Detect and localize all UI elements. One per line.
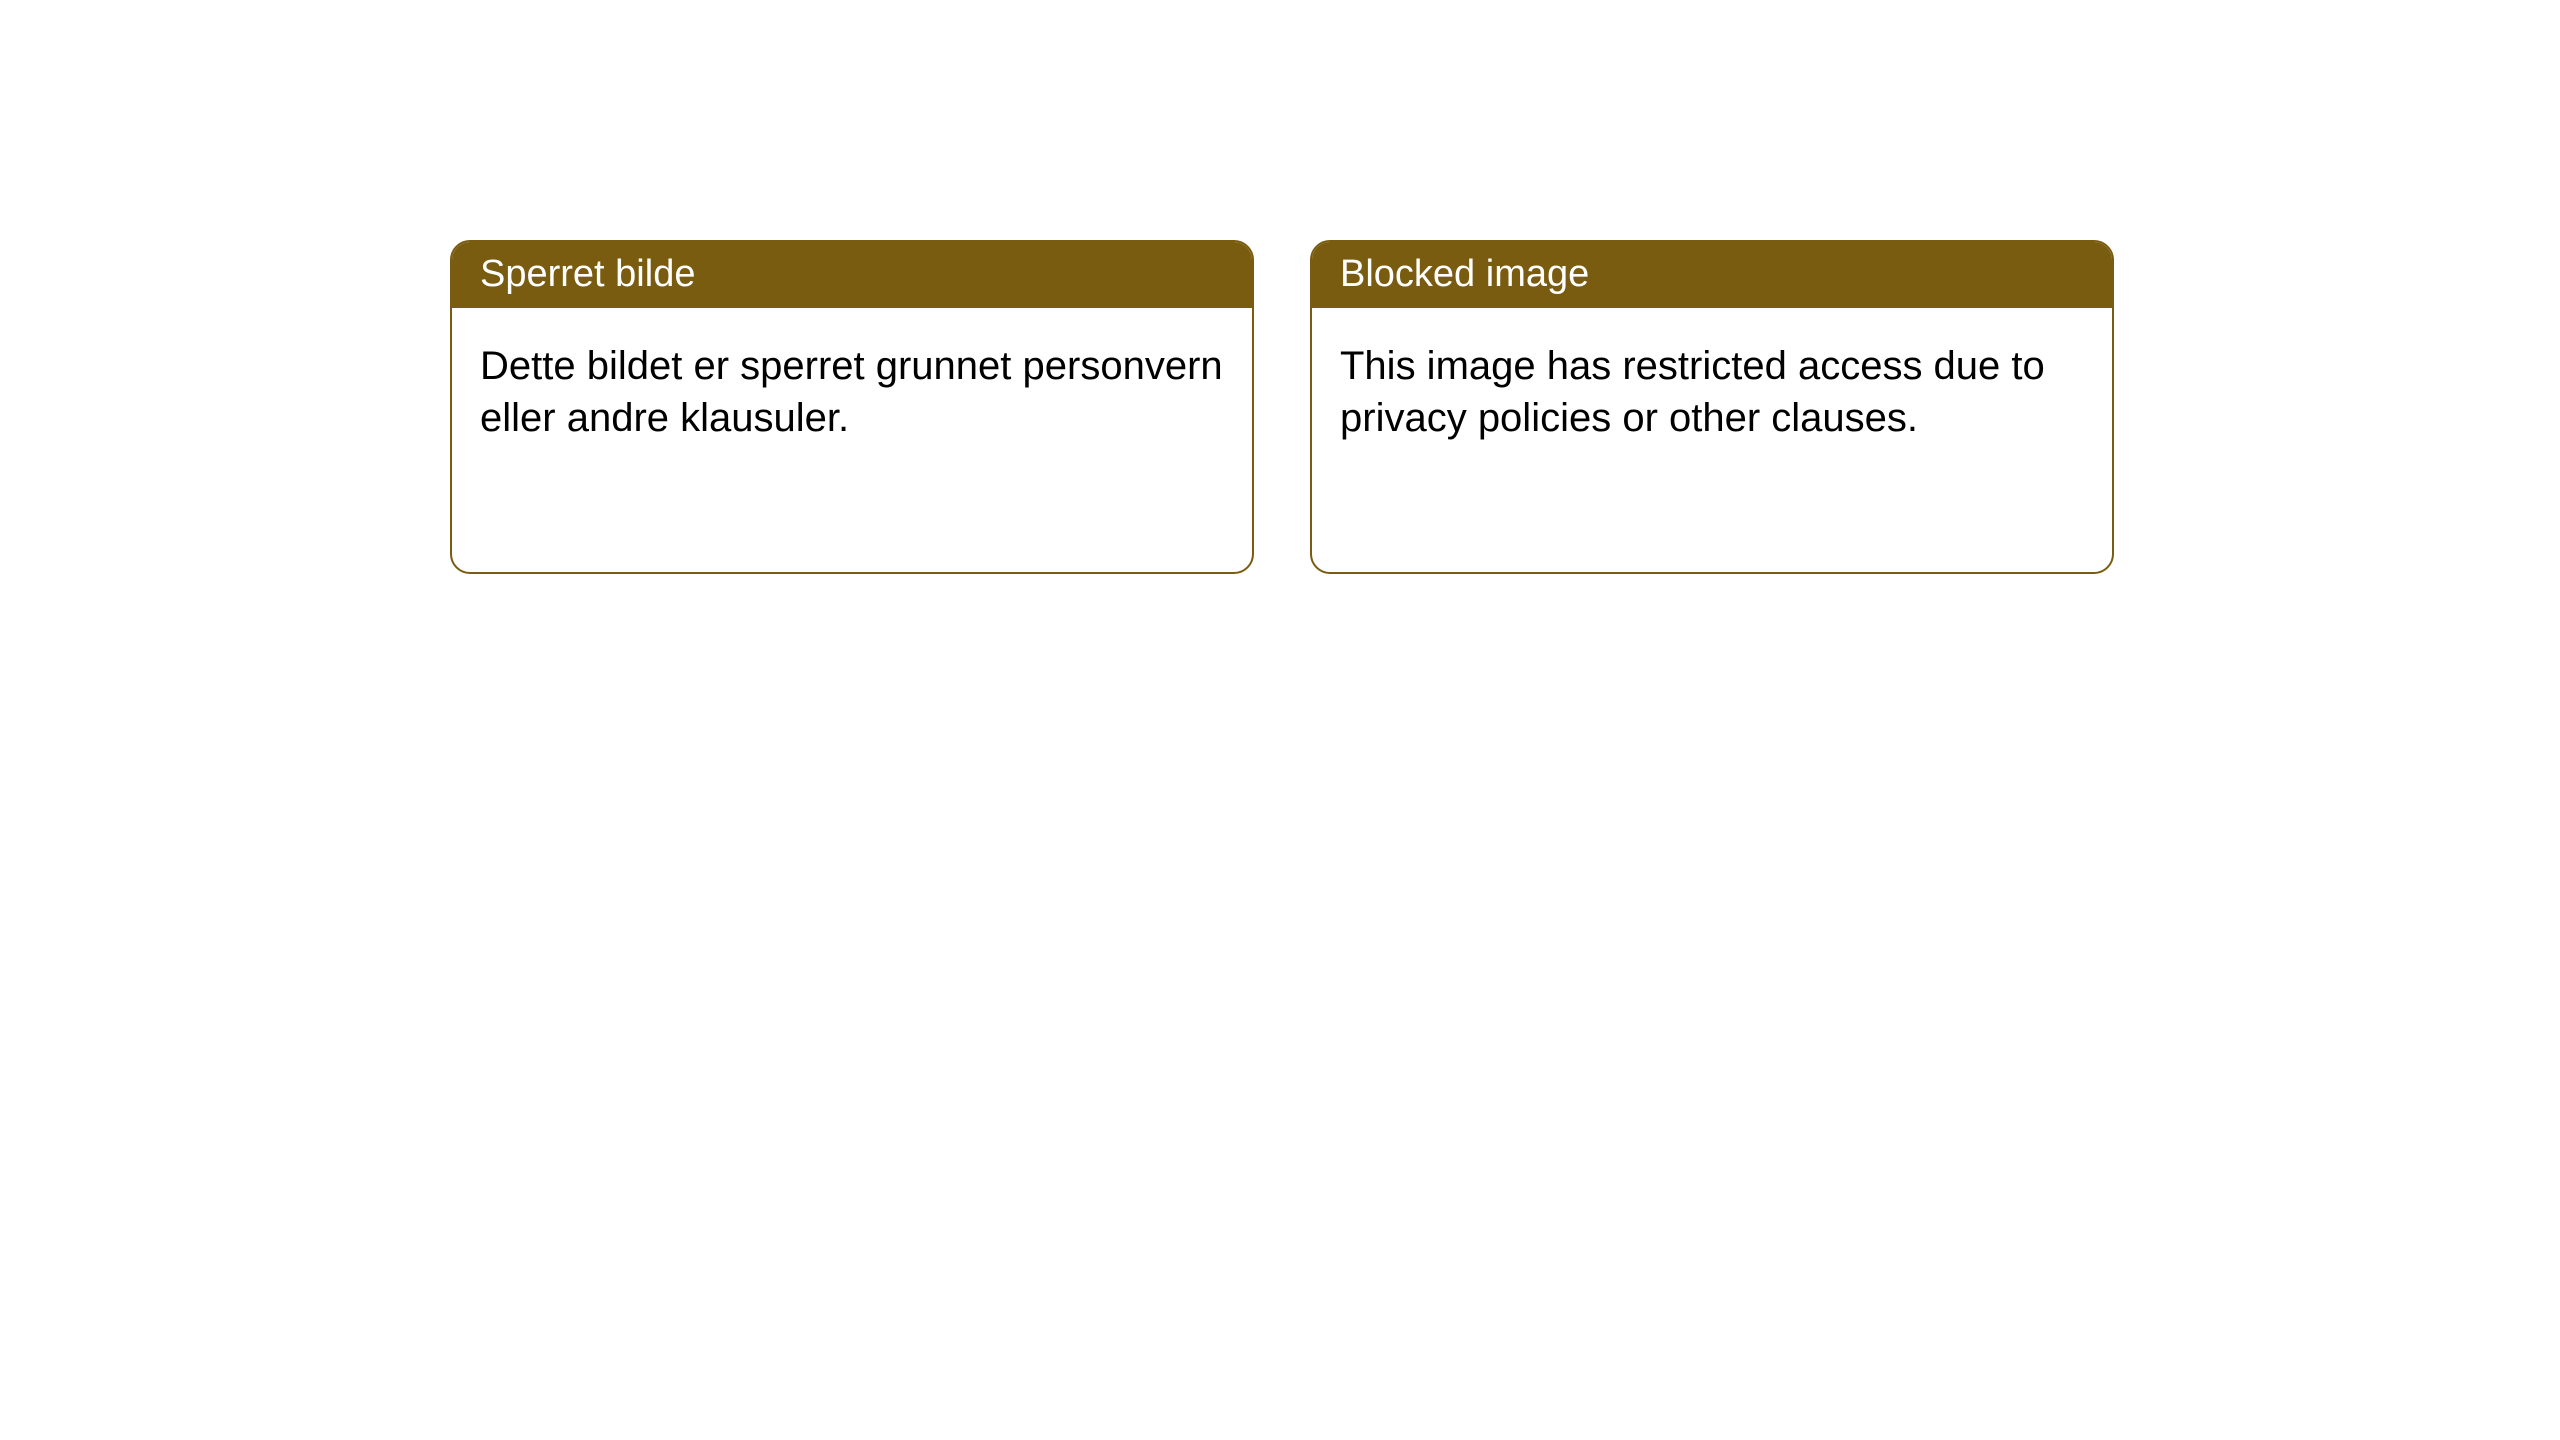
notice-header: Blocked image bbox=[1312, 242, 2112, 308]
notice-body: This image has restricted access due to … bbox=[1312, 308, 2112, 476]
notice-box-norwegian: Sperret bilde Dette bildet er sperret gr… bbox=[450, 240, 1254, 574]
notice-box-english: Blocked image This image has restricted … bbox=[1310, 240, 2114, 574]
notice-body: Dette bildet er sperret grunnet personve… bbox=[452, 308, 1252, 476]
notice-header: Sperret bilde bbox=[452, 242, 1252, 308]
notice-container: Sperret bilde Dette bildet er sperret gr… bbox=[450, 240, 2114, 574]
